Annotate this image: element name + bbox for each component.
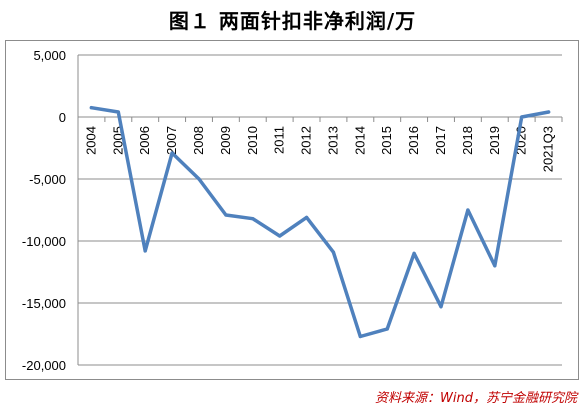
data-point bbox=[331, 250, 335, 254]
y-tick-label: -5,000 bbox=[29, 172, 66, 187]
data-point bbox=[412, 251, 416, 255]
data-point bbox=[197, 177, 201, 181]
data-point bbox=[439, 305, 443, 309]
y-tick-label: 0 bbox=[59, 110, 66, 125]
y-tick-label: -10,000 bbox=[22, 234, 66, 249]
data-point bbox=[385, 327, 389, 331]
x-tick-label: 2013 bbox=[325, 126, 340, 155]
y-axis-tick-labels: 5,000 0 -5,000 -10,000 -15,000 -20,000 bbox=[22, 48, 66, 373]
data-point bbox=[493, 264, 497, 268]
x-tick-label: 2019 bbox=[487, 126, 502, 155]
x-tick-label: 2008 bbox=[191, 126, 206, 155]
data-point bbox=[466, 208, 470, 212]
x-tick-label: 2011 bbox=[272, 126, 287, 154]
data-point bbox=[547, 110, 551, 114]
chart-title: 图１ 两面针扣非净利润/万 bbox=[168, 9, 417, 33]
y-tick-label: 5,000 bbox=[33, 48, 66, 63]
y-tick-label: -20,000 bbox=[22, 358, 66, 373]
x-tick-label: 2012 bbox=[299, 126, 314, 155]
data-point bbox=[251, 217, 255, 221]
data-point bbox=[116, 110, 120, 114]
data-point bbox=[224, 213, 228, 217]
data-point bbox=[358, 334, 362, 339]
x-tick-label: 2021Q3 bbox=[541, 126, 556, 172]
data-point bbox=[143, 249, 147, 253]
x-tick-label: 2018 bbox=[460, 126, 475, 155]
source-note: 资料来源：Wind，苏宁金融研究院 bbox=[375, 391, 577, 406]
chart-frame bbox=[5, 40, 579, 380]
data-point bbox=[89, 106, 93, 110]
data-point bbox=[520, 115, 524, 119]
x-axis bbox=[77, 55, 563, 365]
data-point bbox=[170, 151, 174, 155]
series-layer bbox=[89, 105, 551, 339]
x-tick-label: 2004 bbox=[83, 126, 98, 155]
x-tick-label: 2016 bbox=[406, 126, 421, 155]
x-tick-label: 2017 bbox=[433, 126, 448, 155]
x-tick-label: 2007 bbox=[164, 126, 179, 155]
series-line bbox=[89, 105, 551, 339]
gridlines bbox=[78, 54, 562, 366]
data-point bbox=[305, 215, 309, 219]
y-tick-label: -15,000 bbox=[22, 296, 66, 311]
x-tick-label: 2009 bbox=[218, 126, 233, 155]
x-tick-label: 2015 bbox=[379, 126, 394, 155]
data-point bbox=[278, 234, 282, 238]
x-axis-tick-labels: 2004 2005 2006 2007 2008 2009 2010 2011 2012 2013… bbox=[83, 126, 555, 172]
x-tick-label: 2010 bbox=[245, 126, 260, 155]
x-tick-label: 2006 bbox=[137, 126, 152, 155]
x-tick-label: 2014 bbox=[352, 126, 367, 155]
